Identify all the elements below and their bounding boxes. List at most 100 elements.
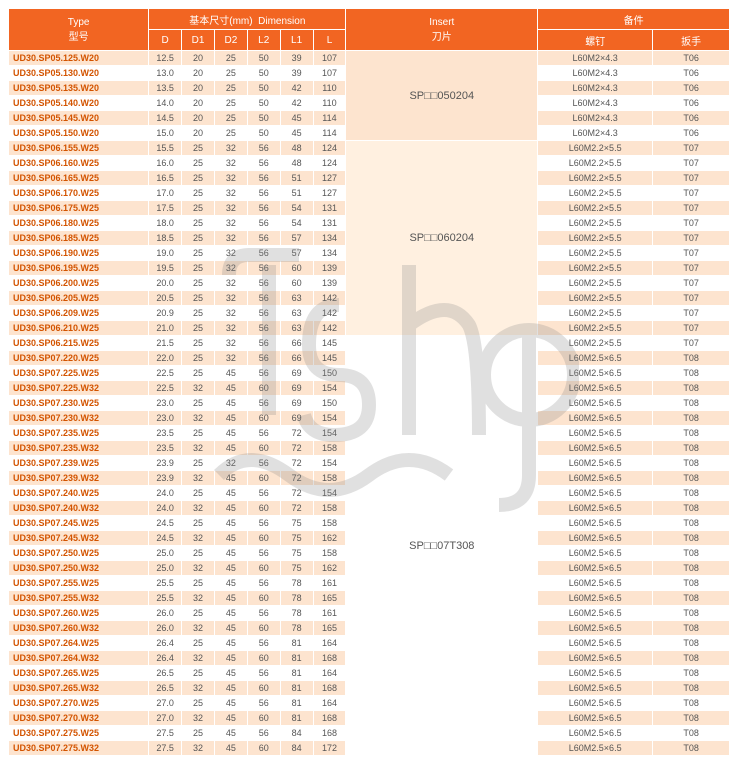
d-cell: 23.5 (149, 441, 182, 456)
l2-cell: 56 (247, 456, 280, 471)
type-cell: UD30.SP07.275.W25 (9, 726, 149, 741)
screw-cell: L60M2.2×5.5 (538, 306, 653, 321)
d-cell: 17.5 (149, 201, 182, 216)
l-cell: 162 (313, 561, 346, 576)
wrench-cell: T08 (653, 486, 730, 501)
l-cell: 158 (313, 441, 346, 456)
wrench-cell: T08 (653, 516, 730, 531)
l-cell: 164 (313, 696, 346, 711)
wrench-cell: T08 (653, 696, 730, 711)
l1-cell: 69 (280, 396, 313, 411)
l1-cell: 81 (280, 666, 313, 681)
d2-cell: 45 (214, 636, 247, 651)
l-cell: 114 (313, 111, 346, 126)
type-cell: UD30.SP07.265.W32 (9, 681, 149, 696)
l2-cell: 56 (247, 261, 280, 276)
d-cell: 26.0 (149, 621, 182, 636)
insert-cell: SP□□060204 (346, 141, 538, 336)
d-cell: 24.0 (149, 501, 182, 516)
d-cell: 24.5 (149, 531, 182, 546)
d1-cell: 25 (182, 336, 215, 351)
l1-cell: 75 (280, 516, 313, 531)
wrench-cell: T07 (653, 186, 730, 201)
d2-cell: 45 (214, 561, 247, 576)
l-cell: 154 (313, 486, 346, 501)
l2-cell: 60 (247, 561, 280, 576)
l2-cell: 56 (247, 291, 280, 306)
l1-cell: 72 (280, 456, 313, 471)
d1-cell: 25 (182, 726, 215, 741)
d1-cell: 25 (182, 291, 215, 306)
l1-cell: 72 (280, 441, 313, 456)
type-cell: UD30.SP07.239.W32 (9, 471, 149, 486)
l-cell: 154 (313, 381, 346, 396)
type-cell: UD30.SP07.275.W32 (9, 741, 149, 756)
d2-cell: 45 (214, 591, 247, 606)
l2-cell: 56 (247, 201, 280, 216)
d1-cell: 20 (182, 81, 215, 96)
d2-cell: 45 (214, 576, 247, 591)
wrench-cell: T08 (653, 471, 730, 486)
d-cell: 26.0 (149, 606, 182, 621)
l2-cell: 60 (247, 381, 280, 396)
l1-cell: 81 (280, 636, 313, 651)
d-cell: 21.5 (149, 336, 182, 351)
screw-cell: L60M2.5×6.5 (538, 471, 653, 486)
l2-cell: 56 (247, 396, 280, 411)
d-cell: 25.0 (149, 546, 182, 561)
type-cell: UD30.SP07.265.W25 (9, 666, 149, 681)
screw-cell: L60M2.5×6.5 (538, 681, 653, 696)
l-cell: 161 (313, 576, 346, 591)
d1-cell: 25 (182, 576, 215, 591)
l-cell: 161 (313, 606, 346, 621)
type-cell: UD30.SP07.245.W32 (9, 531, 149, 546)
l1-cell: 69 (280, 366, 313, 381)
screw-cell: L60M2.5×6.5 (538, 396, 653, 411)
header-L2: L2 (247, 30, 280, 51)
d-cell: 23.9 (149, 456, 182, 471)
d1-cell: 25 (182, 171, 215, 186)
d-cell: 23.0 (149, 396, 182, 411)
d2-cell: 45 (214, 516, 247, 531)
d-cell: 25.0 (149, 561, 182, 576)
wrench-cell: T08 (653, 381, 730, 396)
screw-cell: L60M2.2×5.5 (538, 291, 653, 306)
d2-cell: 45 (214, 381, 247, 396)
d2-cell: 32 (214, 231, 247, 246)
l2-cell: 50 (247, 51, 280, 66)
d1-cell: 20 (182, 96, 215, 111)
d-cell: 24.0 (149, 486, 182, 501)
l2-cell: 56 (247, 336, 280, 351)
wrench-cell: T08 (653, 666, 730, 681)
d1-cell: 25 (182, 516, 215, 531)
l-cell: 110 (313, 96, 346, 111)
d1-cell: 32 (182, 561, 215, 576)
l2-cell: 56 (247, 486, 280, 501)
wrench-cell: T07 (653, 216, 730, 231)
d1-cell: 32 (182, 471, 215, 486)
l-cell: 142 (313, 291, 346, 306)
l-cell: 158 (313, 546, 346, 561)
d-cell: 14.5 (149, 111, 182, 126)
screw-cell: L60M2.2×5.5 (538, 186, 653, 201)
d2-cell: 32 (214, 456, 247, 471)
d2-cell: 45 (214, 726, 247, 741)
wrench-cell: T08 (653, 456, 730, 471)
l2-cell: 60 (247, 441, 280, 456)
screw-cell: L60M2.5×6.5 (538, 531, 653, 546)
l1-cell: 51 (280, 171, 313, 186)
l-cell: 134 (313, 246, 346, 261)
screw-cell: L60M2.2×5.5 (538, 261, 653, 276)
header-wrench: 扳手 (653, 30, 730, 51)
l-cell: 127 (313, 171, 346, 186)
l2-cell: 56 (247, 726, 280, 741)
wrench-cell: T06 (653, 51, 730, 66)
l1-cell: 75 (280, 531, 313, 546)
l-cell: 107 (313, 51, 346, 66)
screw-cell: L60M2.2×5.5 (538, 156, 653, 171)
l2-cell: 56 (247, 366, 280, 381)
screw-cell: L60M2.5×6.5 (538, 411, 653, 426)
d-cell: 22.0 (149, 351, 182, 366)
d2-cell: 45 (214, 486, 247, 501)
d-cell: 19.0 (149, 246, 182, 261)
